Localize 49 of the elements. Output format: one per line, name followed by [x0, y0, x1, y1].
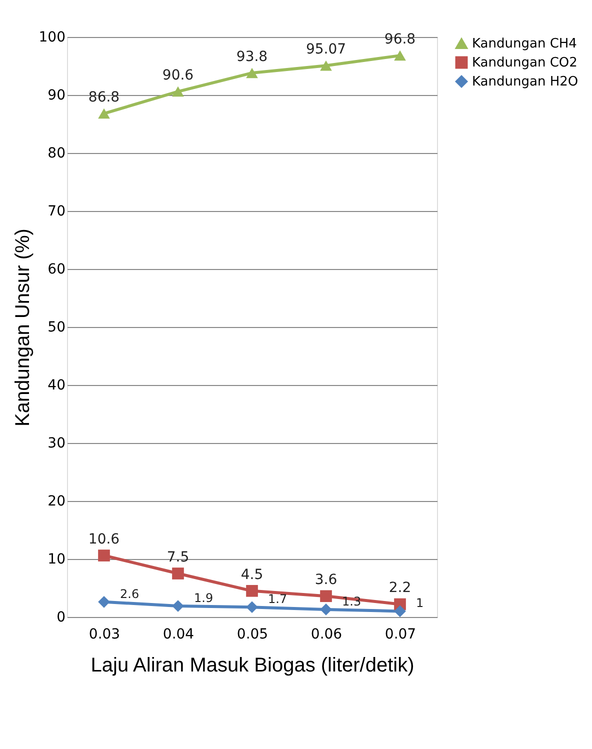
y-tick-label: 80	[48, 146, 66, 162]
x-tick-label: 0.06	[310, 626, 342, 642]
y-tick-label: 40	[48, 378, 66, 394]
data-label: 86.8	[88, 90, 120, 106]
x-tick-label: 0.05	[236, 626, 268, 642]
point	[394, 50, 406, 61]
y-tick-label: 60	[48, 262, 66, 278]
data-label: 1	[416, 596, 424, 610]
data-label: 2.2	[388, 580, 412, 596]
y-tick-label: 30	[48, 436, 66, 452]
data-label: 96.8	[384, 32, 416, 48]
point	[320, 604, 332, 616]
point	[172, 568, 184, 580]
data-label: 4.5	[240, 566, 264, 583]
point	[320, 60, 332, 71]
x-tick-label: 0.07	[384, 626, 416, 642]
legend-label: Kandungan H2O	[472, 74, 578, 90]
point	[320, 590, 332, 602]
point	[98, 108, 110, 119]
data-label: 93.8	[236, 48, 268, 65]
point	[98, 596, 110, 608]
point	[172, 86, 184, 97]
data-label: 3.6	[314, 572, 338, 588]
x-tick-label: 0.03	[88, 626, 120, 642]
legend-label: Kandungan CH4	[472, 36, 577, 52]
point	[246, 584, 258, 597]
y-tick-label: 90	[48, 88, 66, 104]
data-label: 2.6	[120, 586, 140, 601]
point	[172, 600, 184, 612]
y-tick-label: 100	[38, 30, 66, 46]
x-tick-label: 0.04	[162, 626, 194, 642]
x-axis-title: Laju Aliran Masuk Biogas (liter/detik)	[90, 654, 414, 676]
y-axis-title: Kandungan Unsur (%)	[12, 228, 34, 426]
data-label: 1.7	[268, 592, 288, 606]
point	[246, 68, 258, 78]
point	[246, 601, 258, 614]
y-tick-label: 20	[48, 494, 66, 510]
y-tick-label: 0	[56, 610, 66, 626]
point	[394, 605, 406, 618]
data-label: 1.9	[194, 590, 214, 605]
data-label: 95.07	[306, 42, 346, 58]
data-label: 10.6	[88, 532, 120, 548]
legend-label: Kandungan CO2	[472, 56, 578, 70]
y-tick-label: 10	[48, 552, 66, 568]
y-tick-label: 50	[48, 320, 66, 336]
data-label: 7.5	[166, 550, 190, 566]
data-label: 90.6	[162, 68, 194, 84]
point	[98, 550, 110, 562]
y-tick-label: 70	[48, 204, 66, 220]
